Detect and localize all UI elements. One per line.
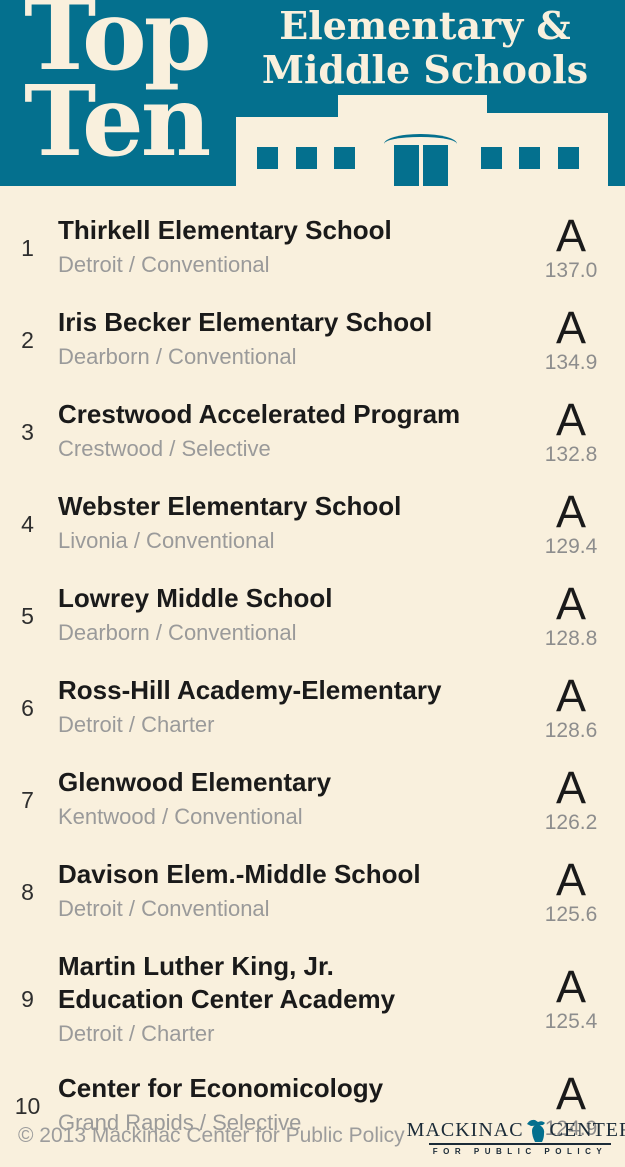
- building-left-wing: [236, 117, 338, 186]
- grade-letter: A: [555, 394, 586, 445]
- rank-number: 6: [21, 695, 34, 721]
- page-title: Elementary & Middle Schools: [240, 4, 610, 92]
- header-banner: Top Ten Elementary & Middle Schools: [0, 0, 625, 186]
- rank-number: 9: [21, 986, 34, 1012]
- table-row: 4 Webster Elementary School Livonia / Co…: [0, 486, 625, 559]
- rank-number: 3: [21, 419, 34, 445]
- school-city-type: Dearborn / Conventional: [58, 344, 297, 369]
- school-city-type: Kentwood / Conventional: [58, 804, 303, 829]
- school-city-type: Livonia / Conventional: [58, 528, 275, 553]
- building-right-wing: [487, 113, 608, 186]
- grade-letter: A: [555, 210, 586, 261]
- school-city-type: Detroit / Conventional: [58, 252, 270, 277]
- wordmark-line-2: Ten: [24, 64, 211, 178]
- grade-letter: A: [555, 486, 586, 537]
- school-name: Webster Elementary School: [58, 491, 402, 521]
- school-city-type: Detroit / Charter: [58, 1021, 215, 1046]
- title-line-1: Elementary &: [279, 3, 571, 48]
- table-row: 7 Glenwood Elementary Kentwood / Convent…: [0, 762, 625, 835]
- rank-number: 2: [21, 327, 34, 353]
- school-name: Ross-Hill Academy-Elementary: [58, 675, 442, 705]
- wordmark-line-1: Top: [24, 0, 212, 92]
- table-row: 1 Thirkell Elementary School Detroit / C…: [0, 210, 625, 283]
- table-row: 2 Iris Becker Elementary School Dearborn…: [0, 302, 625, 375]
- school-name: Martin Luther King, Jr. Education Center…: [58, 951, 396, 1014]
- table-row: 5 Lowrey Middle School Dearborn / Conven…: [0, 578, 625, 651]
- grade-score: 128.6: [544, 719, 598, 742]
- grade-letter: A: [555, 762, 586, 813]
- table-row: 8 Davison Elem.-Middle School Detroit / …: [0, 854, 625, 927]
- school-name: Iris Becker Elementary School: [58, 307, 433, 337]
- michigan-icon: [526, 1116, 548, 1148]
- building-window-icon: [519, 147, 540, 169]
- grade-letter: A: [555, 854, 586, 905]
- logo-tagline: FOR PUBLIC POLICY: [432, 1147, 608, 1156]
- school-city-type: Dearborn / Conventional: [58, 620, 297, 645]
- building-window-icon: [558, 147, 579, 169]
- logo-word-mackinac: MACKINAC: [406, 1119, 524, 1141]
- school-name: Crestwood Accelerated Program: [58, 399, 461, 429]
- school-city-type: Grand Rapids / Selective: [58, 1110, 302, 1135]
- grade-score: 132.8: [544, 443, 598, 466]
- grade-score: 124.9: [544, 1117, 598, 1140]
- school-city-type: Detroit / Conventional: [58, 896, 270, 921]
- grade-letter: A: [555, 578, 586, 629]
- building-door-icon: [423, 145, 448, 186]
- school-name: Thirkell Elementary School: [58, 215, 392, 245]
- school-city-type: Detroit / Charter: [58, 712, 215, 737]
- building-window-icon: [296, 147, 317, 169]
- rank-number: 8: [21, 879, 34, 905]
- grade-score: 126.2: [544, 811, 598, 834]
- grade-letter: A: [555, 961, 586, 1012]
- table-row: 6 Ross-Hill Academy-Elementary Detroit /…: [0, 670, 625, 743]
- school-name: Center for Economicology: [58, 1073, 384, 1103]
- table-row: 10 Center for Economicology Grand Rapids…: [0, 1068, 625, 1141]
- grade-score: 134.9: [544, 351, 598, 374]
- top-ten-wordmark: Top Ten: [24, 0, 212, 178]
- grade-score: 129.4: [544, 535, 598, 558]
- building-window-icon: [257, 147, 278, 169]
- mackinac-center-logo: MACKINAC CENTER FOR PUBLIC POLICY: [407, 1116, 625, 1156]
- grade-score: 125.6: [544, 903, 598, 926]
- table-row: 3 Crestwood Accelerated Program Crestwoo…: [0, 394, 625, 467]
- logo-word-center: CENTER: [549, 1119, 625, 1141]
- copyright-text: © 2013 Mackinac Center for Public Policy: [18, 1124, 405, 1147]
- building-window-icon: [481, 147, 502, 169]
- building-door-icon: [394, 145, 419, 186]
- rank-number: 7: [21, 787, 34, 813]
- table-row: 9 Martin Luther King, Jr. Education Cent…: [0, 950, 625, 1049]
- grade-letter: A: [555, 1068, 586, 1119]
- footer: © 2013 Mackinac Center for Public Policy…: [0, 1115, 625, 1167]
- school-city-type: Crestwood / Selective: [58, 436, 271, 461]
- school-name: Glenwood Elementary: [58, 767, 332, 797]
- building-window-icon: [334, 147, 355, 169]
- grade-score: 137.0: [544, 259, 598, 282]
- grade-score: 128.8: [544, 627, 598, 650]
- school-name: Davison Elem.-Middle School: [58, 859, 421, 889]
- building-awning-icon: [384, 134, 457, 149]
- school-name: Lowrey Middle School: [58, 583, 333, 613]
- school-ranking-list: 1 Thirkell Elementary School Detroit / C…: [0, 186, 625, 1141]
- rank-number: 1: [21, 235, 34, 261]
- title-line-2: Middle Schools: [261, 47, 589, 92]
- rank-number: 10: [14, 1093, 41, 1119]
- rank-number: 5: [21, 603, 34, 629]
- grade-letter: A: [555, 302, 586, 353]
- grade-letter: A: [555, 670, 586, 721]
- grade-score: 125.4: [544, 1010, 598, 1033]
- rank-number: 4: [21, 511, 34, 537]
